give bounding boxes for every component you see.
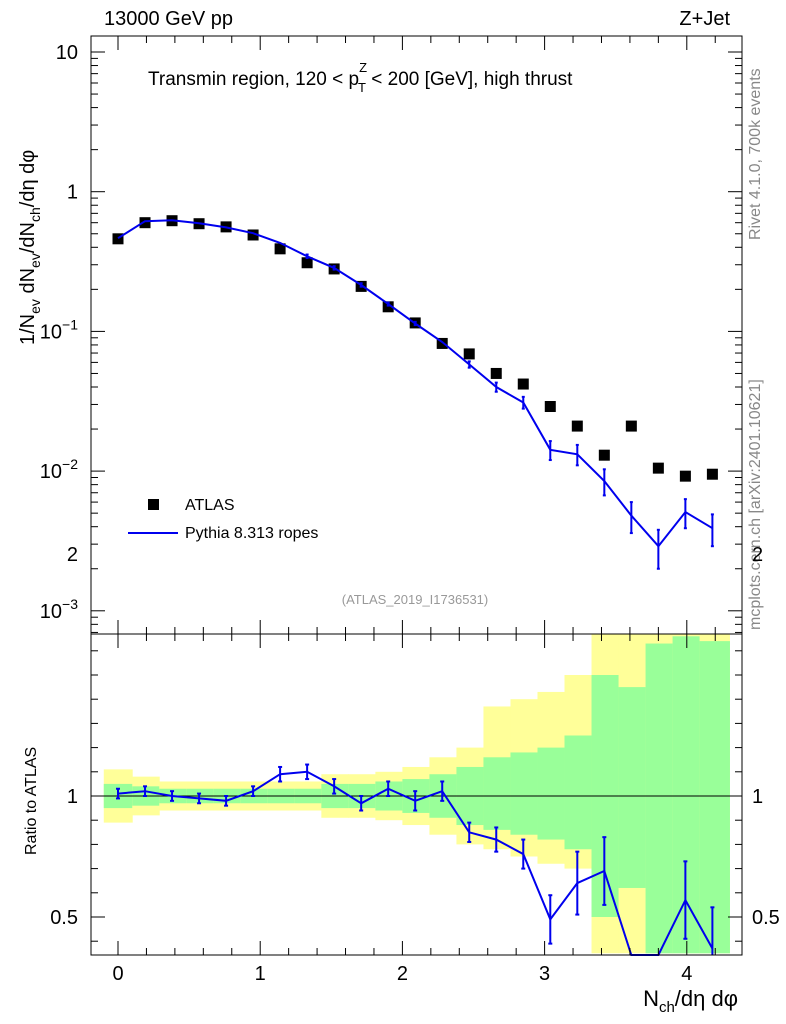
x-tick-label: 2: [397, 963, 408, 985]
atlas-data-point: [490, 367, 502, 379]
ratio-y-tick-label-right: 2: [752, 544, 763, 566]
y-tick-exponent: −3: [62, 596, 78, 612]
ratio-band-green: [510, 752, 538, 835]
legend-pythia-label: Pythia 8.313 ropes: [185, 525, 318, 542]
y-tick-exponent: −1: [62, 316, 78, 332]
main-panel-frame: [90, 35, 743, 635]
atlas-data-point: [517, 378, 529, 390]
atlas-data-point: [436, 337, 448, 349]
ratio-y-tick-label-left: 0.5: [50, 907, 78, 929]
ratio-y-tick-label-right: 0.5: [752, 907, 780, 929]
legend-atlas-marker: [148, 499, 159, 510]
y-tick-base: 1: [67, 182, 78, 204]
main-y-axis-label: 1/Nev dNev/dNch/dη dφ: [17, 150, 43, 345]
ratio-y-tick-label-left: 2: [67, 544, 78, 566]
x-tick-label: 4: [681, 963, 692, 985]
atlas-data-point: [247, 229, 259, 241]
atlas-data-point: [652, 462, 664, 474]
ratio-band-green: [537, 747, 566, 840]
main-data-marks: [112, 215, 718, 570]
legend-atlas-label: ATLAS: [185, 497, 235, 514]
y-tick-base: 10: [40, 321, 62, 343]
atlas-data-point: [301, 257, 313, 269]
y-tick-exponent: −2: [62, 456, 78, 472]
ratio-y-tick-label-right: 1: [752, 786, 763, 808]
atlas-data-point: [679, 470, 691, 482]
ratio-panel-frame: [90, 633, 743, 956]
x-tick-label: 0: [112, 963, 123, 985]
y-tick-base: 10: [56, 42, 78, 64]
x-axis-label: Nch/dη dφ: [643, 986, 738, 1016]
y-tick-label: 10−2: [40, 456, 78, 483]
atlas-data-point: [382, 301, 394, 313]
chart-title: Transmin region, 120 < pZ T < 200 [GeV], …: [148, 60, 573, 95]
ratio-y-axis-label: Ratio to ATLAS: [23, 747, 40, 855]
atlas-data-point: [571, 420, 583, 432]
y-tick-label: 10−3: [40, 596, 78, 623]
header-right-label: Z+Jet: [679, 8, 730, 30]
y-tick-base: 10: [40, 461, 62, 483]
x-tick-label: 1: [255, 963, 266, 985]
atlas-data-point: [274, 243, 286, 255]
y-tick-label: 10−1: [40, 316, 78, 343]
ratio-axis-ticks: 0.5 0.5 1 1 2 2 0 1 2 3 4: [50, 544, 780, 985]
atlas-data-point: [598, 449, 610, 461]
header-left-label: 13000 GeV pp: [104, 8, 233, 30]
ratio-band-green: [645, 643, 674, 954]
y-tick-base: 10: [40, 601, 62, 623]
ratio-band-green: [699, 641, 730, 954]
atlas-data-point: [112, 233, 124, 245]
y-tick-label: 1: [67, 182, 78, 204]
side-label-rivet: Rivet 4.1.0, 700k events: [747, 68, 764, 240]
side-label-mcplots: mcplots.cern.ch [arXiv:2401.10621]: [747, 379, 764, 630]
atlas-data-point: [139, 217, 151, 229]
ratio-y-tick-label-left: 1: [67, 786, 78, 808]
ratio-band-green: [483, 757, 511, 830]
ratio-data-marks: [116, 763, 715, 956]
atlas-data-point: [706, 468, 718, 480]
y-tick-label: 10: [56, 42, 78, 64]
ratio-band-green: [564, 735, 593, 850]
atlas-data-point: [463, 348, 475, 360]
atlas-data-point: [544, 401, 556, 413]
analysis-watermark: (ATLAS_2019_I1736531): [342, 592, 488, 607]
ratio-band-green: [618, 687, 647, 888]
atlas-data-point: [625, 420, 637, 432]
x-tick-label: 3: [539, 963, 550, 985]
